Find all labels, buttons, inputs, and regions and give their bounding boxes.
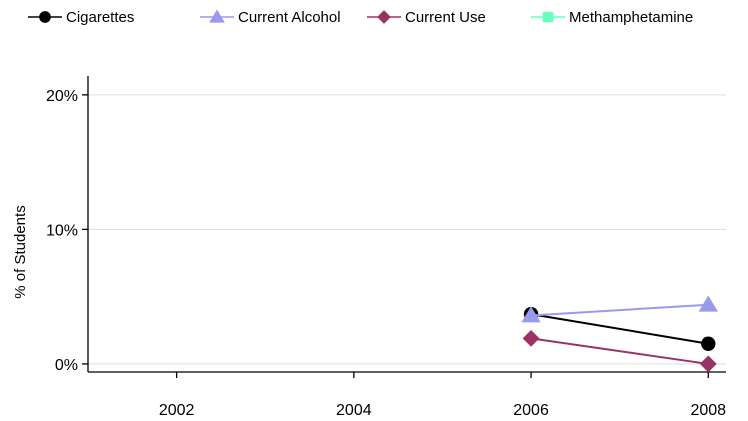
data-point-current-use-2006 xyxy=(522,329,540,347)
data-point-current-use-2008 xyxy=(699,355,717,373)
axes xyxy=(87,76,726,373)
legend-item-current-alcohol: Current Alcohol xyxy=(200,9,341,26)
legend-marker-current-alcohol xyxy=(209,9,225,23)
legend-label-cigarettes: Cigarettes xyxy=(66,9,134,26)
legend-label-methamphetamine: Methamphetamine xyxy=(569,9,693,26)
legend-item-cigarettes: Cigarettes xyxy=(28,9,134,26)
legend-item-current-use: Current Use xyxy=(367,9,486,26)
legend-label-current-alcohol: Current Alcohol xyxy=(238,9,341,26)
y-axis-ticks: 0% 10% 20% xyxy=(46,88,88,374)
legend-label-current-use: Current Use xyxy=(405,9,486,26)
legend-marker-current-use xyxy=(377,10,391,24)
series-line-cigarettes xyxy=(530,313,709,345)
y-tick-label-10: 10% xyxy=(46,222,78,239)
legend-marker-methamphetamine xyxy=(542,11,554,23)
y-tick-label-20: 20% xyxy=(46,88,78,105)
series-current-alcohol xyxy=(521,295,718,323)
x-tick-label-2002: 2002 xyxy=(159,402,195,419)
data-point-cigarettes-2008 xyxy=(701,336,716,351)
y-axis-title: % of Students xyxy=(12,205,29,298)
x-tick-label-2006: 2006 xyxy=(513,402,549,419)
y-tick-label-0: 0% xyxy=(55,357,78,374)
gridlines xyxy=(88,94,726,365)
x-axis-ticks: 2002 2004 2006 2008 xyxy=(159,372,726,419)
data-point-current-alcohol-2008 xyxy=(698,295,718,312)
series-line-current-alcohol xyxy=(530,303,709,317)
series-line-current-use xyxy=(530,337,709,365)
legend-marker-cigarettes xyxy=(39,11,51,23)
x-tick-label-2008: 2008 xyxy=(690,402,726,419)
series-layer xyxy=(521,295,718,373)
data-point-current-alcohol-2006 xyxy=(521,306,541,323)
legend: Cigarettes Current Alcohol Current Use Meth… xyxy=(28,9,693,26)
series-current-use xyxy=(522,329,717,373)
x-tick-label-2004: 2004 xyxy=(336,402,372,419)
legend-item-methamphetamine: Methamphetamine xyxy=(531,9,693,26)
